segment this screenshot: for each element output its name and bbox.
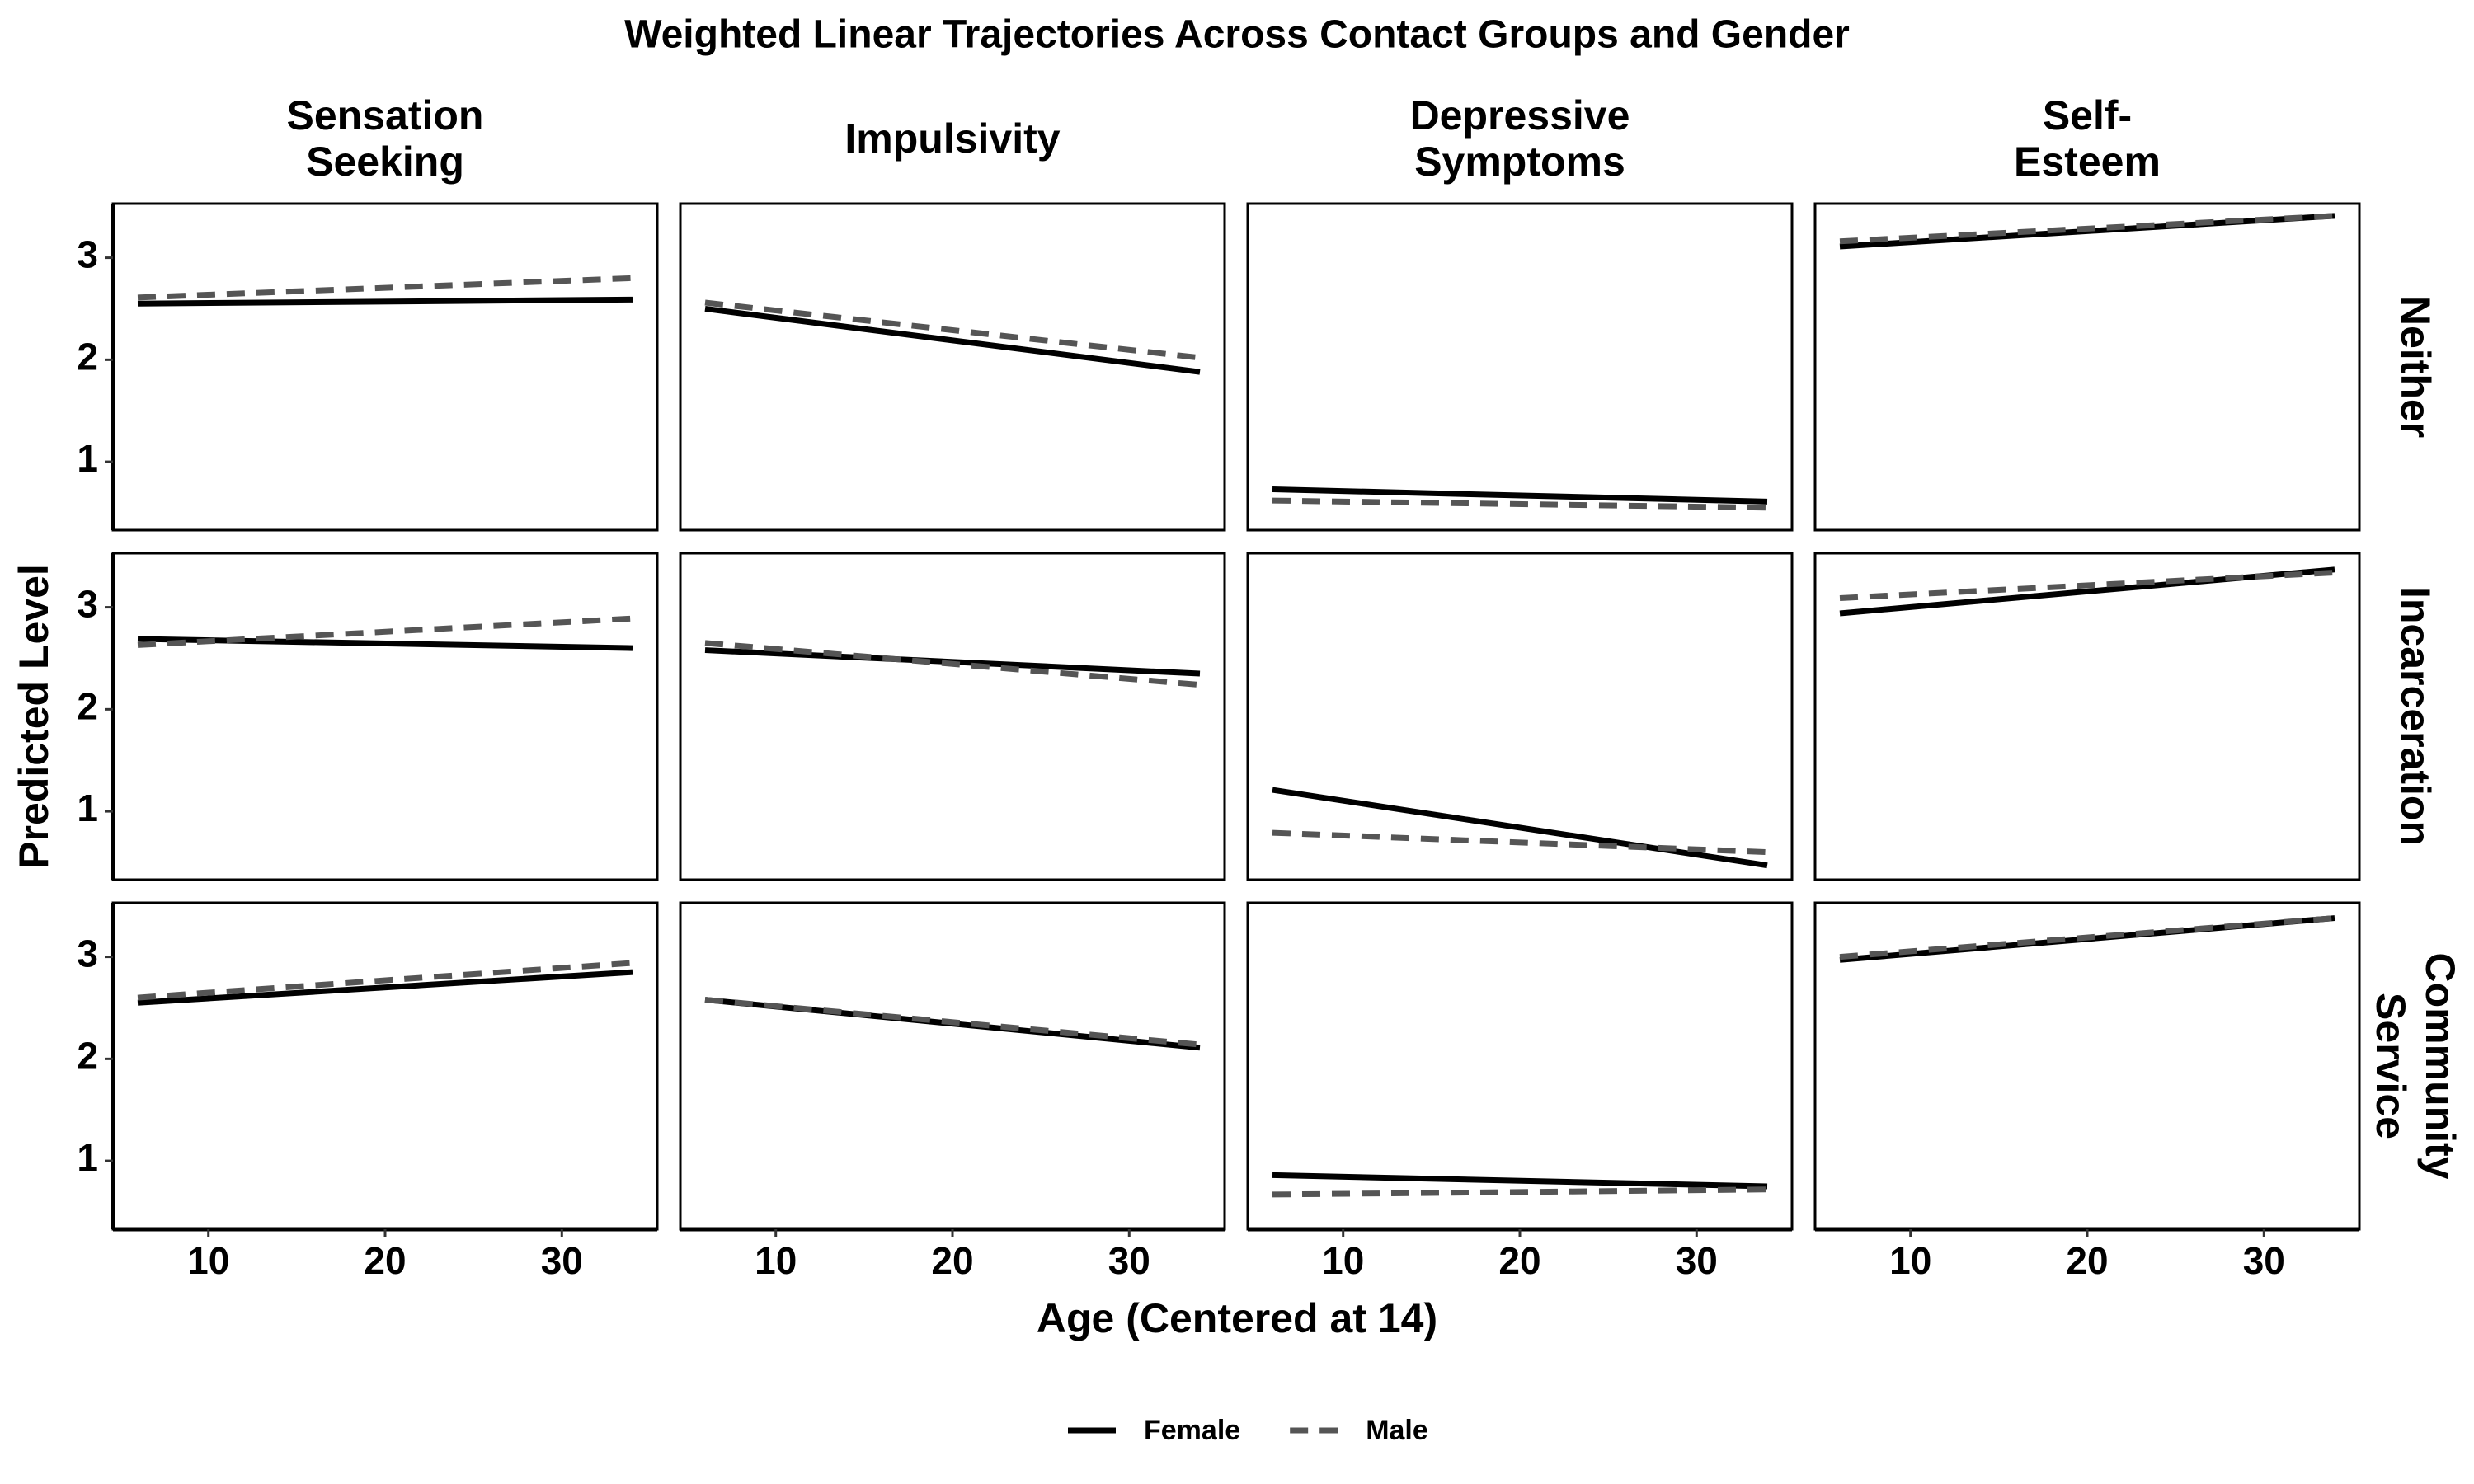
- x-tick-label: 30: [1108, 1239, 1150, 1282]
- trajectory-line: [1272, 1172, 1768, 1190]
- y-tick-label: 3: [77, 932, 98, 975]
- row-label: Neither: [2392, 296, 2439, 438]
- y-tick-label: 3: [77, 233, 98, 276]
- x-tick-label: 20: [364, 1239, 406, 1282]
- trajectory-line: [704, 640, 1201, 688]
- row-label: Community: [2417, 953, 2463, 1180]
- x-tick-label: 10: [187, 1239, 229, 1282]
- panel-border: [1813, 552, 2361, 881]
- panel-border: [111, 202, 659, 532]
- x-tick-label: 30: [2243, 1239, 2285, 1282]
- trajectory-line: [137, 969, 633, 1006]
- x-tick-label: 20: [931, 1239, 973, 1282]
- panel-border: [1813, 202, 2361, 532]
- column-label: Seeking: [306, 139, 464, 185]
- trajectory-line: [1272, 829, 1768, 856]
- trajectory-line: [1839, 570, 2335, 601]
- panel-border: [111, 552, 659, 881]
- panel-border: [679, 901, 1226, 1231]
- column-label: Self-: [2043, 92, 2132, 139]
- y-tick-label: 2: [77, 684, 98, 727]
- legend-label: Male: [1366, 1415, 1428, 1446]
- trajectory-line: [1839, 213, 2335, 245]
- column-label: Esteem: [2014, 139, 2161, 185]
- trajectory-line: [137, 275, 633, 301]
- x-tick-label: 30: [1676, 1239, 1718, 1282]
- x-tick-label: 20: [1498, 1239, 1540, 1282]
- legend-label: Female: [1144, 1415, 1240, 1446]
- y-tick-label: 2: [77, 1034, 98, 1077]
- y-tick-label: 1: [77, 437, 98, 480]
- row-label: Service: [2368, 993, 2414, 1139]
- y-axis-label: Predicted Level: [11, 564, 57, 869]
- x-tick-label: 20: [2066, 1239, 2108, 1282]
- panel-border: [679, 202, 1226, 532]
- panel-border: [1246, 202, 1794, 532]
- y-tick-label: 1: [77, 1136, 98, 1179]
- trajectory-line: [137, 636, 633, 651]
- trajectory-line: [704, 305, 1201, 375]
- y-tick-label: 2: [77, 335, 98, 378]
- chart-title: Weighted Linear Trajectories Across Cont…: [624, 13, 1850, 57]
- y-tick-label: 1: [77, 787, 98, 829]
- panel-border: [1246, 552, 1794, 881]
- column-label: Symptoms: [1414, 139, 1625, 185]
- trajectory-line: [137, 296, 633, 307]
- trajectory-line: [1839, 566, 2335, 617]
- column-label: Impulsivity: [844, 115, 1060, 162]
- trajectory-line: [1839, 915, 2335, 960]
- trajectory-line: [1272, 1186, 1768, 1198]
- x-tick-label: 30: [541, 1239, 583, 1282]
- x-tick-label: 10: [1322, 1239, 1364, 1282]
- x-tick-label: 10: [755, 1239, 797, 1282]
- trajectory-line: [704, 997, 1201, 1048]
- column-label: Sensation: [287, 92, 484, 139]
- trajectory-line: [1272, 787, 1768, 869]
- panel-border: [1813, 901, 2361, 1231]
- x-tick-label: 10: [1889, 1239, 1931, 1282]
- panel-border: [679, 552, 1226, 881]
- row-label: Incarceration: [2392, 587, 2439, 846]
- x-axis-label: Age (Centered at 14): [1037, 1295, 1437, 1341]
- trajectory-line: [1272, 497, 1768, 511]
- trajectory-line: [137, 960, 633, 1001]
- y-tick-label: 3: [77, 583, 98, 626]
- trajectory-line: [1272, 486, 1768, 505]
- trajectory-line: [704, 299, 1201, 361]
- trajectory-line: [137, 615, 633, 648]
- panel-border: [111, 901, 659, 1231]
- column-label: Depressive: [1410, 92, 1630, 139]
